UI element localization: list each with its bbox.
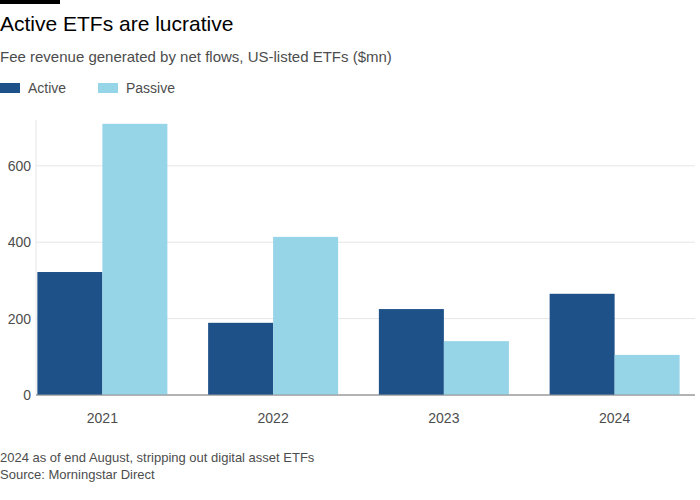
bar [273,237,338,395]
x-tick-label: 2024 [599,410,630,426]
y-axis-line [36,120,37,395]
legend: Active Passive [0,80,175,96]
chart-svg: Active ETFs are lucrative Fee revenue gen… [0,0,700,500]
bar [615,355,680,395]
legend-swatch [0,83,20,93]
footnote: Source: Morningstar Direct [0,467,155,482]
header-bar [0,0,60,4]
bars [37,124,679,395]
y-tick-label: 400 [8,234,32,250]
legend-label: Passive [126,80,175,96]
legend-swatch [98,83,118,93]
y-tick-label: 600 [8,158,32,174]
bar [102,124,167,395]
subtitle: Fee revenue generated by net flows, US-l… [0,48,392,65]
baseline-overlay [36,395,695,396]
chart-container: Active ETFs are lucrative Fee revenue gen… [0,0,700,500]
x-tick-label: 2023 [428,410,459,426]
grid [36,120,695,395]
bar [379,309,444,395]
y-tick-label: 200 [8,311,32,327]
bar [37,272,102,395]
footnote: 2024 as of end August, stripping out dig… [0,450,315,465]
bar [208,323,273,395]
legend-label: Active [28,80,66,96]
bar [444,341,509,395]
title: Active ETFs are lucrative [0,12,233,35]
bar [550,294,615,395]
y-tick-label: 0 [23,387,31,403]
x-tick-label: 2021 [87,410,118,426]
baseline [36,395,695,396]
x-tick-label: 2022 [258,410,289,426]
